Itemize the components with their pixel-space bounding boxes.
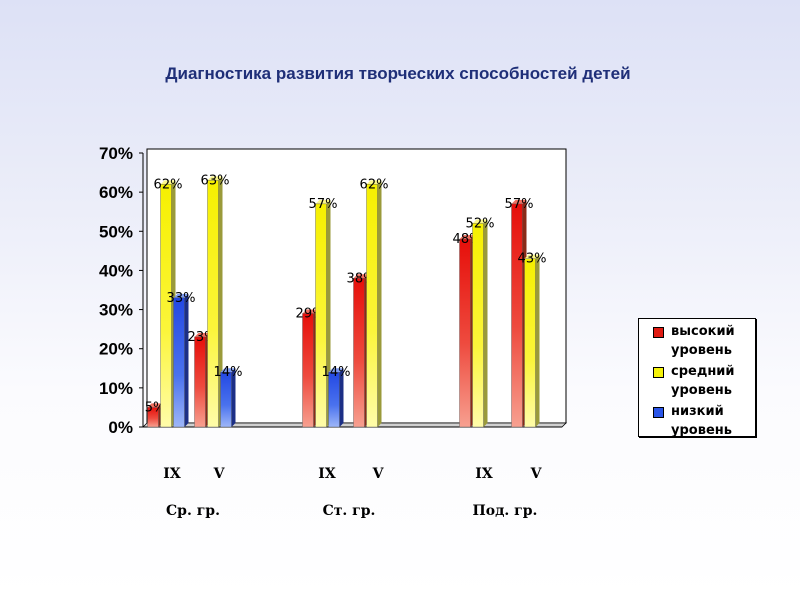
bar-top-medium [160,180,176,185]
bar-top-high [147,403,163,408]
legend-swatch-high [653,327,664,338]
bar-top-medium [524,254,540,259]
bar-high [459,238,471,428]
bar-top-high [353,274,369,279]
data-label: 57% [505,197,534,212]
x-group-label: Ст. гр. [322,503,376,519]
x-group-label: Под. гр. [472,503,538,519]
chart-title: Диагностика развития творческих способно… [165,64,631,83]
y-tick-label: 20% [99,340,133,359]
bar-high [147,407,159,428]
data-label: 62% [360,177,389,192]
x-group-label: Ср. гр. [166,503,220,519]
data-label: 14% [322,365,351,380]
bar-top-low [328,368,344,373]
data-label: 5% [145,400,166,415]
legend-label-medium: средний уровень [671,364,735,398]
bar-side-low [184,293,189,427]
legend-swatch-low [653,407,664,418]
bar-top-high [194,332,210,337]
bar-side-medium [326,199,331,427]
bar-top-high [511,199,527,204]
x-category-label: V [372,466,384,482]
legend-label-low: низкий уровень [671,404,732,438]
data-label: 63% [201,173,230,188]
y-tick-label: 60% [99,183,133,202]
bar-top-low [173,293,189,298]
x-category-label: IX [318,466,336,482]
x-category-label: IX [163,466,181,482]
bar-top-medium [366,180,382,185]
x-category-label: V [213,466,225,482]
bar-low [220,372,232,428]
bar-high [511,203,523,428]
data-label: 62% [154,177,183,192]
bar-medium [315,203,327,428]
bar-low [173,297,185,428]
data-label: 52% [466,216,495,231]
bar-high [194,336,206,428]
bar-top-high [459,235,475,240]
bar-medium [207,180,219,428]
bar-top-low [220,368,236,373]
bar-side-low [339,368,344,427]
x-category-label: V [530,466,542,482]
legend-entry-high: высокий уровень [653,322,755,360]
data-label: 14% [214,365,243,380]
y-tick-label: 70% [99,144,133,163]
data-label: 33% [167,291,196,306]
bar-side-medium [377,180,382,427]
bar-top-medium [207,176,223,181]
chart-legend: высокий уровень средний уровень низкий у… [638,318,756,440]
bar-side-medium [535,254,540,427]
legend-entry-low: низкий уровень [653,402,755,440]
bar-low [328,372,340,428]
y-tick-label: 40% [99,261,133,280]
bar-top-medium [315,199,331,204]
x-category-label: IX [475,466,493,482]
legend-entry-medium: средний уровень [653,362,755,400]
bar-medium [472,223,484,428]
bar-side-medium [218,176,223,427]
bar-top-high [302,309,318,314]
bar-high [302,313,314,428]
y-tick-label: 0% [108,418,133,437]
bar-high [353,278,365,428]
y-tick-label: 50% [99,222,133,241]
bar-medium [366,184,378,428]
legend-label-high: высокий уровень [671,324,735,358]
legend-swatch-medium [653,367,664,378]
data-label: 57% [309,197,338,212]
y-tick-label: 10% [99,379,133,398]
bar-top-medium [472,219,488,224]
bar-side-low [231,368,236,427]
bar-medium [160,184,172,428]
y-tick-label: 30% [99,301,133,320]
data-label: 43% [518,252,547,267]
bar-medium [524,258,536,428]
bar-side-medium [483,219,488,427]
